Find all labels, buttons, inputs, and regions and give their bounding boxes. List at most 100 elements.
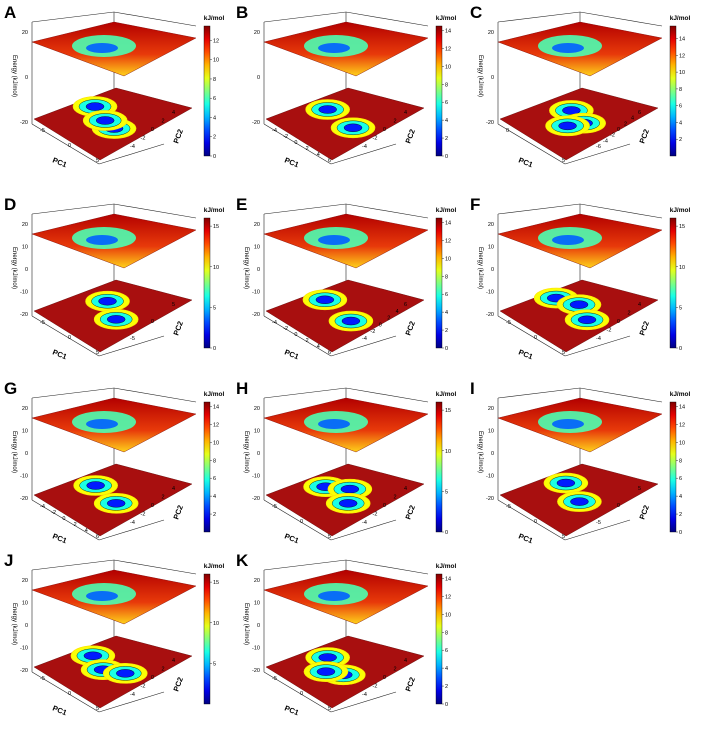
z-tick-label: -10 — [252, 474, 260, 480]
x-tick-label: -4 — [272, 128, 277, 134]
z-tick-label: 10 — [254, 245, 260, 251]
z-tick-label: -10 — [20, 646, 28, 652]
x-tick-label: 0 — [68, 335, 71, 341]
x-tick-label: 0 — [62, 516, 65, 522]
colorbar-label: kJ/mol — [204, 563, 225, 570]
panel-letter: C — [470, 3, 483, 22]
x-tick-label: 0 — [534, 335, 537, 341]
panel-letter: H — [236, 379, 249, 398]
x-tick-label: 4 — [317, 344, 320, 350]
colorbar-tick-label: 10 — [445, 256, 451, 262]
z-tick-label: -10 — [486, 290, 494, 296]
colorbar-tick-label: 10 — [445, 449, 451, 455]
colorbar-label: kJ/mol — [436, 207, 457, 214]
colorbar-tick-label: 14 — [445, 220, 451, 226]
colorbar — [435, 217, 443, 349]
y-tick-label: -4 — [130, 520, 135, 526]
z-tick-label: 0 — [491, 75, 494, 81]
colorbar-tick-label: 12 — [445, 594, 451, 600]
z-tick-label: 10 — [22, 429, 28, 435]
y-tick-label: -2 — [141, 136, 146, 142]
z-tick-label: -20 — [20, 668, 28, 674]
colorbar-tick-label: 14 — [213, 404, 219, 410]
y-tick-label: 0 — [617, 319, 620, 325]
x-tick-label: 2 — [74, 522, 77, 528]
y-tick-label: -2 — [607, 328, 612, 334]
colorbar-label: kJ/mol — [204, 15, 225, 22]
y-tick-label: 0 — [151, 127, 154, 133]
colorbar-tick-label: 6 — [679, 476, 682, 482]
colorbar-label: kJ/mol — [436, 391, 457, 398]
y-axis-label: PC2 — [403, 504, 416, 521]
y-tick-label: -2 — [373, 512, 378, 518]
fel-panel-j: J 20 10 0 -10 -20 Energy (kJ/mol) -5 0 5 PC1 4 2 0 -2-… — [4, 552, 230, 737]
y-tick-label: 2 — [394, 495, 397, 501]
colorbar-tick-label: 0 — [445, 346, 448, 352]
y-tick-label: -4 — [362, 692, 367, 698]
y-tick-label: 2 — [394, 667, 397, 673]
y-tick-label: 0 — [617, 503, 620, 509]
colorbar-tick-label: 2 — [445, 136, 448, 142]
colorbar-tick-label: 0 — [679, 346, 682, 352]
x-tick-label: -5 — [40, 676, 45, 682]
z-tick-label: 20 — [254, 578, 260, 584]
x-tick-label: 5 — [562, 350, 565, 356]
colorbar-tick-label: 12 — [445, 46, 451, 52]
y-axis-label: PC2 — [403, 128, 416, 145]
z-tick-label: -20 — [486, 120, 494, 126]
fel-3d-plot: 20 10 0 -10 -20 Energy (kJ/mol) -5 0 5 PC1 5 0 -5 PC2… — [11, 203, 224, 361]
y-tick-label: 5 — [172, 302, 175, 308]
z-tick-label: 20 — [254, 222, 260, 228]
y-axis-label: PC2 — [403, 676, 416, 693]
x-tick-label: 2 — [306, 146, 309, 152]
x-tick-label: 0 — [294, 140, 297, 146]
colorbar-tick-label: 8 — [213, 458, 216, 464]
z-axis-label: Energy (kJ/mol) — [477, 247, 483, 289]
energy-surface-well-core — [318, 591, 350, 601]
z-axis-label: Energy (kJ/mol) — [11, 431, 17, 473]
y-tick-label: -2 — [373, 684, 378, 690]
x-tick-label: 0 — [68, 143, 71, 149]
colorbar-tick-label: 15 — [213, 580, 219, 586]
z-tick-label: 20 — [22, 222, 28, 228]
colorbar-tick-label: 14 — [445, 576, 451, 582]
x-tick-label: 0 — [534, 519, 537, 525]
x-axis-label: PC1 — [51, 156, 68, 170]
basin-minimum-3 — [303, 661, 349, 682]
x-tick-label: 0 — [300, 691, 303, 697]
z-tick-label: 20 — [22, 30, 28, 36]
y-tick-label: -4 — [596, 336, 601, 342]
x-tick-label: 5 — [328, 534, 331, 540]
x-tick-label: -2 — [283, 134, 288, 140]
colorbar — [435, 25, 443, 157]
y-axis-label: PC2 — [637, 504, 650, 521]
colorbar-tick-label: 2 — [679, 512, 682, 518]
z-axis-label: Energy (kJ/mol) — [477, 55, 483, 97]
colorbar-label: kJ/mol — [670, 207, 691, 214]
colorbar-tick-label: 5 — [213, 661, 216, 667]
z-tick-label: -10 — [252, 290, 260, 296]
fel-panel-g: G 20 10 0 -10 -20 Energy (kJ/mol) -4 -2 0 2 4 6 PC1 4 2… — [4, 380, 230, 565]
y-axis-label: PC2 — [171, 676, 184, 693]
z-tick-label: 20 — [254, 30, 260, 36]
colorbar-tick-label: 0 — [213, 154, 216, 160]
colorbar — [203, 217, 211, 349]
y-tick-label: 0 — [151, 319, 154, 325]
colorbar-tick-label: 10 — [213, 440, 219, 446]
x-axis-label: PC1 — [51, 532, 68, 546]
x-axis-label: PC1 — [517, 532, 534, 546]
y-tick-label: 4 — [396, 309, 399, 315]
panel-letter: A — [4, 3, 17, 22]
y-tick-label: 4 — [172, 658, 175, 664]
colorbar-tick-label: 15 — [213, 224, 219, 230]
colorbar-tick-label: 5 — [445, 489, 448, 495]
energy-surface-well-core — [552, 235, 584, 245]
fel-panel-d: D 20 10 0 -10 -20 Energy (kJ/mol) -5 0 5 PC1 5 0 -5 PC… — [4, 196, 230, 381]
basin-minimum-2 — [328, 310, 374, 332]
panel-letter: E — [236, 195, 248, 214]
colorbar-tick-label: 12 — [679, 422, 685, 428]
y-tick-label: 0 — [379, 322, 382, 328]
z-tick-label: -20 — [20, 120, 28, 126]
